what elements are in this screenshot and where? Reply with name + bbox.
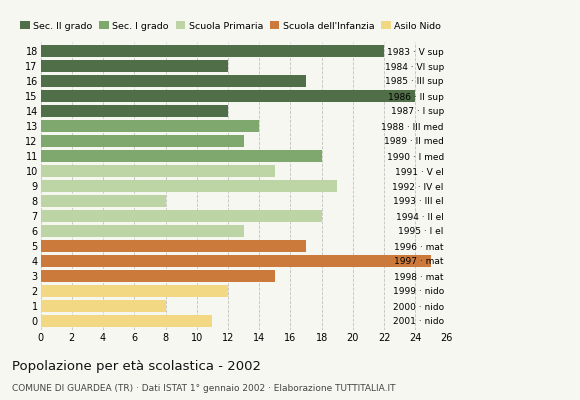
Legend: Sec. II grado, Sec. I grado, Scuola Primaria, Scuola dell'Infanzia, Asilo Nido: Sec. II grado, Sec. I grado, Scuola Prim… bbox=[16, 18, 445, 34]
Bar bbox=[41, 300, 165, 312]
Text: Popolazione per età scolastica - 2002: Popolazione per età scolastica - 2002 bbox=[12, 360, 260, 373]
Bar bbox=[41, 45, 384, 57]
Bar bbox=[41, 285, 228, 297]
Bar bbox=[41, 225, 244, 237]
Bar bbox=[41, 270, 275, 282]
Bar bbox=[41, 210, 322, 222]
Text: COMUNE DI GUARDEA (TR) · Dati ISTAT 1° gennaio 2002 · Elaborazione TUTTITALIA.IT: COMUNE DI GUARDEA (TR) · Dati ISTAT 1° g… bbox=[12, 384, 395, 393]
Bar bbox=[41, 90, 415, 102]
Bar bbox=[41, 135, 244, 147]
Bar bbox=[41, 60, 228, 72]
Text: Età: Età bbox=[4, 29, 22, 39]
Bar bbox=[41, 75, 306, 87]
Bar bbox=[41, 150, 322, 162]
Bar bbox=[41, 180, 338, 192]
Bar bbox=[41, 120, 259, 132]
Bar bbox=[41, 255, 431, 267]
Text: Anno di nascita: Anno di nascita bbox=[447, 29, 527, 39]
Bar bbox=[41, 165, 275, 177]
Bar bbox=[41, 195, 165, 207]
Bar bbox=[41, 240, 306, 252]
Bar bbox=[41, 105, 228, 117]
Bar bbox=[41, 315, 212, 327]
